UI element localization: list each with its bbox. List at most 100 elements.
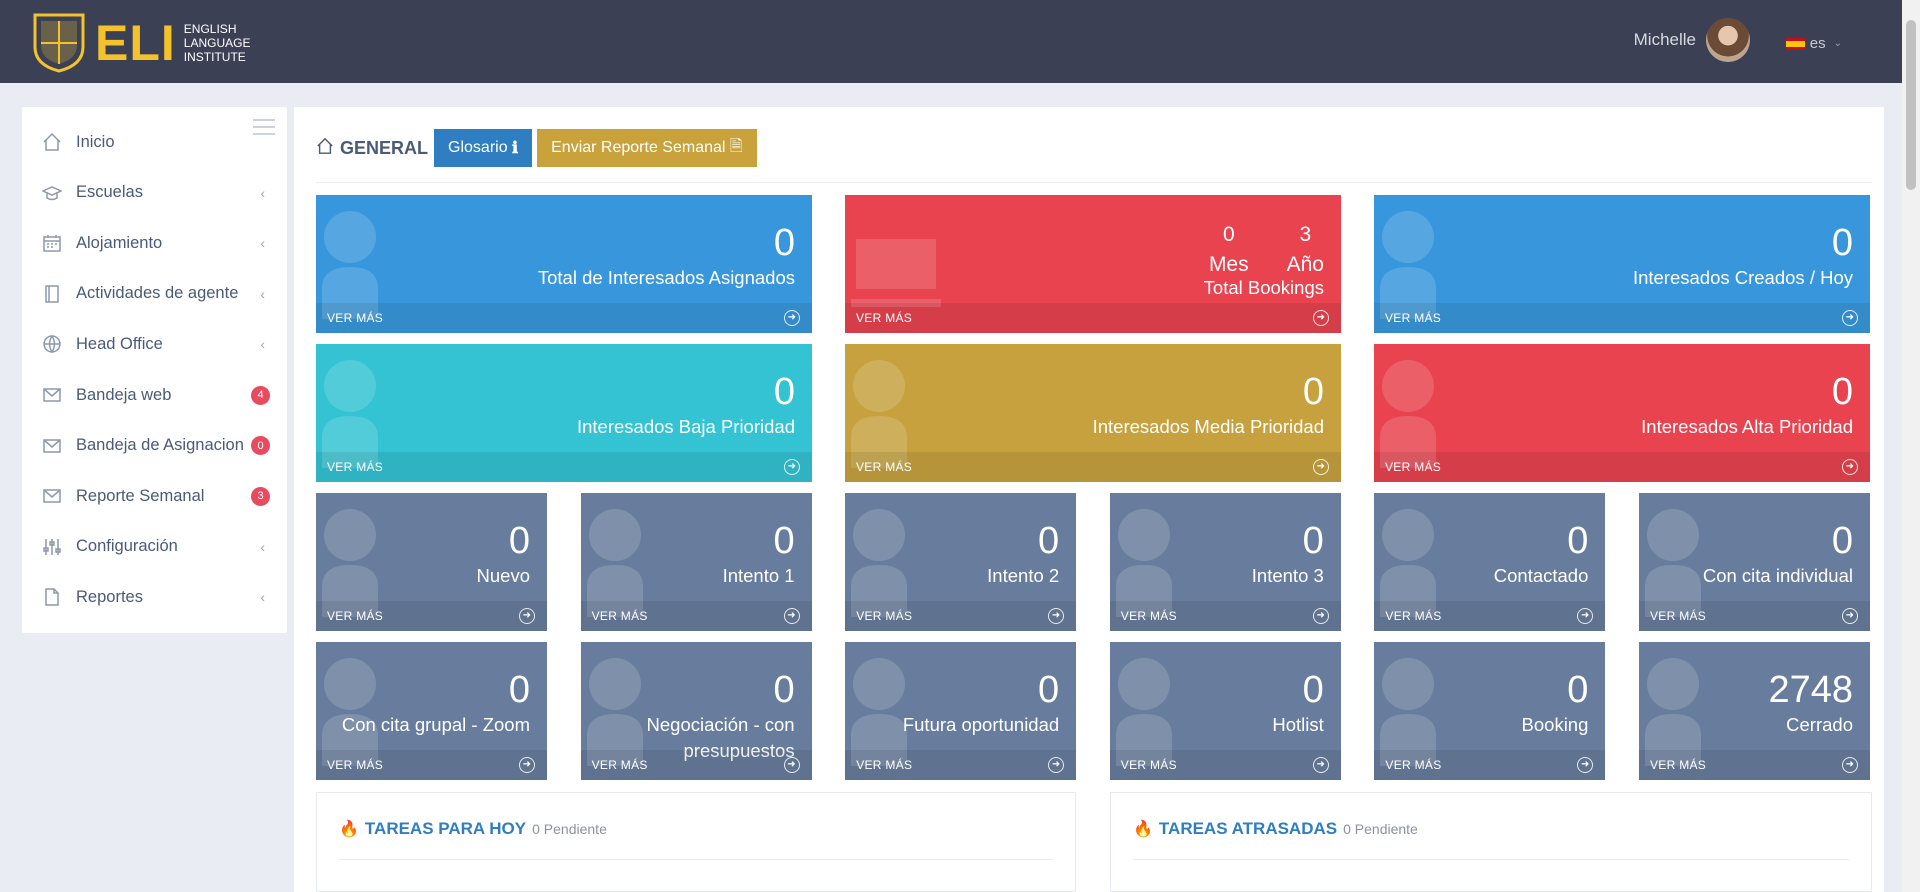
arrow-circle-icon: ➜ bbox=[783, 757, 800, 773]
sidebar-item-configuraci-n[interactable]: Configuración ‹ bbox=[22, 522, 287, 572]
tasks-late-title[interactable]: TAREAS ATRASADAS bbox=[1158, 819, 1338, 838]
sidebar-item-bandeja-web[interactable]: Bandeja web 4 bbox=[22, 370, 287, 420]
ver-mas-link[interactable]: VER MÁS ➜ bbox=[580, 750, 812, 780]
tile-label: Interesados Media Prioridad bbox=[1092, 416, 1324, 437]
ver-mas-link[interactable]: VER MÁS ➜ bbox=[1639, 601, 1870, 631]
tile-status-con-cita-individual[interactable]: 0 Con cita individual VER MÁS ➜ bbox=[1639, 493, 1870, 631]
ver-mas-link[interactable]: VER MÁS ➜ bbox=[1639, 750, 1870, 780]
tile-status-hotlist[interactable]: 0 Hotlist VER MÁS ➜ bbox=[1109, 642, 1341, 780]
count-badge: 0 bbox=[251, 436, 270, 456]
user-menu[interactable]: Michelle bbox=[1634, 18, 1750, 62]
sidebar-item-escuelas[interactable]: Escuelas ‹ bbox=[22, 168, 287, 218]
ver-mas-link[interactable]: VER MÁS ➜ bbox=[845, 750, 1077, 780]
sidebar-item-label: Bandeja de Asignacion bbox=[76, 436, 244, 455]
avatar[interactable] bbox=[1706, 18, 1750, 62]
envelope-icon bbox=[42, 385, 62, 405]
tile-value: 0 bbox=[773, 371, 795, 413]
tile-alta-prioridad[interactable]: 0 Interesados Alta Prioridad VER MÁS ➜ bbox=[1374, 344, 1870, 482]
sidebar-item-actividades-de-agente[interactable]: Actividades de agente ‹ bbox=[22, 269, 287, 319]
chevron-left-icon: ‹ bbox=[260, 538, 265, 555]
chevron-left-icon: ‹ bbox=[260, 336, 265, 353]
menu-toggle-icon[interactable] bbox=[253, 119, 275, 140]
glossary-button[interactable]: Glosario ℹ bbox=[434, 129, 533, 167]
tile-value: 0 bbox=[1831, 222, 1853, 264]
ver-mas-link[interactable]: VER MÁS ➜ bbox=[580, 601, 812, 631]
person-icon bbox=[1115, 658, 1172, 766]
tile-media-prioridad[interactable]: 0 Interesados Media Prioridad VER MÁS ➜ bbox=[845, 344, 1341, 482]
person-icon bbox=[322, 360, 378, 468]
tile-label: Futura oportunidad bbox=[902, 714, 1060, 735]
main-content: GENERAL Glosario ℹ Enviar Reporte Semana… bbox=[294, 107, 1884, 892]
tile-baja-prioridad[interactable]: 0 Interesados Baja Prioridad VER MÁS ➜ bbox=[316, 344, 812, 482]
person-icon bbox=[586, 509, 643, 617]
home-icon bbox=[42, 132, 62, 152]
arrow-circle-icon: ➜ bbox=[1842, 459, 1858, 475]
ver-mas-link[interactable]: VER MÁS ➜ bbox=[316, 303, 812, 333]
page-scrollbar[interactable] bbox=[1902, 0, 1920, 892]
chevron-left-icon: ‹ bbox=[260, 184, 265, 201]
tile-label: Negociación - con presupuestos bbox=[646, 714, 795, 761]
tile-label: Total de Interesados Asignados bbox=[537, 267, 795, 288]
logo[interactable]: ELI ENGLISH LANGUAGE INSTITUTE bbox=[33, 13, 250, 73]
tile-status-contactado[interactable]: 0 Contactado VER MÁS ➜ bbox=[1374, 493, 1606, 631]
arrow-circle-icon: ➜ bbox=[1312, 608, 1329, 624]
ver-mas-link[interactable]: VER MÁS ➜ bbox=[1109, 601, 1341, 631]
sidebar-item-head-office[interactable]: Head Office ‹ bbox=[22, 319, 287, 369]
book-icon bbox=[42, 284, 62, 304]
tile-value: 0 bbox=[1038, 520, 1060, 562]
send-weekly-report-button[interactable]: Enviar Reporte Semanal 🗎 bbox=[537, 129, 757, 167]
ver-mas-link[interactable]: VER MÁS ➜ bbox=[1374, 601, 1606, 631]
sidebar-item-reporte-semanal[interactable]: Reporte Semanal 3 bbox=[22, 471, 287, 521]
tile-status-intento-1[interactable]: 0 Intento 1 VER MÁS ➜ bbox=[580, 493, 812, 631]
arrow-circle-icon: ➜ bbox=[1842, 757, 1858, 773]
chevron-down-icon: ⌄ bbox=[1833, 38, 1842, 49]
tile-status-negociaci-n-con-presupuestos[interactable]: 0 Negociación - con presupuestos VER MÁS ➜ bbox=[580, 642, 812, 780]
tile-status-intento-3[interactable]: 0 Intento 3 VER MÁS ➜ bbox=[1109, 493, 1341, 631]
scrollbar-thumb[interactable] bbox=[1906, 20, 1916, 190]
tile-status-booking[interactable]: 0 Booking VER MÁS ➜ bbox=[1374, 642, 1606, 780]
person-icon bbox=[1380, 211, 1436, 319]
tile-creados-hoy[interactable]: 0 Interesados Creados / Hoy VER MÁS ➜ bbox=[1374, 195, 1870, 333]
ver-mas-link[interactable]: VER MÁS ➜ bbox=[316, 750, 547, 780]
count-badge: 4 bbox=[251, 385, 270, 405]
tile-status-nuevo[interactable]: 0 Nuevo VER MÁS ➜ bbox=[316, 493, 547, 631]
sidebar-item-label: Actividades de agente bbox=[76, 284, 239, 303]
sidebar-item-inicio[interactable]: Inicio bbox=[22, 117, 287, 167]
tile-total-bookings[interactable]: 0 Mes 3 Año Total Bookings VER MÁS ➜ bbox=[845, 195, 1341, 333]
ver-mas-link[interactable]: VER MÁS ➜ bbox=[845, 452, 1341, 482]
tile-status-futura-oportunidad[interactable]: 0 Futura oportunidad VER MÁS ➜ bbox=[845, 642, 1077, 780]
sidebar-item-bandeja-de-asignacion[interactable]: Bandeja de Asignacion 0 bbox=[22, 421, 287, 471]
tile-status-intento-2[interactable]: 0 Intento 2 VER MÁS ➜ bbox=[845, 493, 1077, 631]
sidebar-item-alojamiento[interactable]: Alojamiento ‹ bbox=[22, 218, 287, 268]
ver-mas-link[interactable]: VER MÁS ➜ bbox=[1374, 452, 1870, 482]
ver-mas-link[interactable]: VER MÁS ➜ bbox=[1374, 750, 1606, 780]
person-icon bbox=[851, 360, 907, 468]
tile-value: 0 bbox=[1302, 669, 1324, 711]
arrow-circle-icon: ➜ bbox=[1842, 310, 1858, 326]
ver-mas-link[interactable]: VER MÁS ➜ bbox=[1109, 750, 1341, 780]
language-selector[interactable]: es ⌄ bbox=[1785, 35, 1842, 52]
tile-total-asignados[interactable]: 0 Total de Interesados Asignados VER MÁS… bbox=[316, 195, 812, 333]
shield-logo-icon bbox=[33, 13, 85, 73]
sidebar-item-label: Escuelas bbox=[76, 183, 143, 202]
chevron-left-icon: ‹ bbox=[260, 235, 265, 252]
sidebar-item-reportes[interactable]: Reportes ‹ bbox=[22, 572, 287, 622]
sliders-icon bbox=[42, 537, 62, 557]
tile-label: Intento 2 bbox=[987, 565, 1060, 586]
tasks-today-title[interactable]: TAREAS PARA HOY bbox=[364, 819, 527, 838]
tile-status-con-cita-grupal-zoom[interactable]: 0 Con cita grupal - Zoom VER MÁS ➜ bbox=[316, 642, 547, 780]
person-icon bbox=[1115, 509, 1172, 617]
person-icon bbox=[1645, 509, 1701, 617]
tile-label: Intento 1 bbox=[722, 565, 795, 586]
person-icon bbox=[322, 509, 378, 617]
ver-mas-link[interactable]: VER MÁS ➜ bbox=[316, 601, 547, 631]
ver-mas-link[interactable]: VER MÁS ➜ bbox=[845, 303, 1341, 333]
ver-mas-link[interactable]: VER MÁS ➜ bbox=[845, 601, 1077, 631]
top-header: ELI ENGLISH LANGUAGE INSTITUTE Michelle … bbox=[0, 0, 1902, 83]
tile-status-cerrado[interactable]: 2748 Cerrado VER MÁS ➜ bbox=[1639, 642, 1870, 780]
tile-label: Intento 3 bbox=[1251, 565, 1324, 586]
ver-mas-link[interactable]: VER MÁS ➜ bbox=[316, 452, 812, 482]
ver-mas-link[interactable]: VER MÁS ➜ bbox=[1374, 303, 1870, 333]
logo-text: ELI bbox=[95, 15, 176, 71]
document-icon: 🗎 bbox=[729, 137, 743, 155]
